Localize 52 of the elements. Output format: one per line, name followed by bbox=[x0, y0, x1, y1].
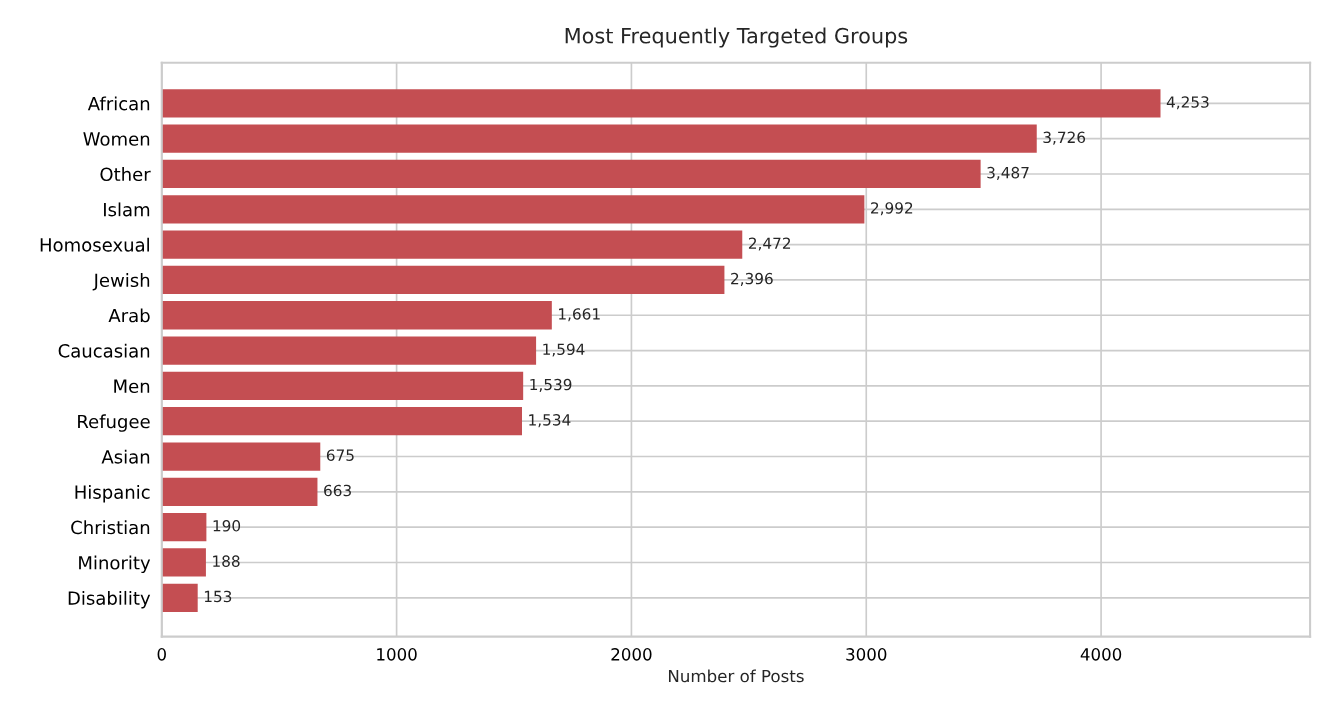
bar bbox=[161, 407, 522, 436]
x-tick-label: 2000 bbox=[611, 648, 652, 661]
bar bbox=[161, 477, 318, 506]
chart-title: Most Frequently Targeted Groups bbox=[565, 27, 908, 48]
data-label: 2,396 bbox=[731, 272, 773, 286]
bar bbox=[161, 159, 981, 189]
y-tick-label: Minority bbox=[79, 555, 151, 574]
data-label: 663 bbox=[324, 484, 351, 497]
x-axis-title: Number of Posts bbox=[668, 669, 804, 683]
y-tick-label: Refugee bbox=[78, 414, 150, 432]
y-tick-label: African bbox=[87, 96, 150, 111]
bar bbox=[161, 548, 206, 577]
bar bbox=[161, 301, 552, 330]
bar bbox=[161, 124, 1037, 153]
data-label: 2,472 bbox=[748, 237, 791, 251]
x-tick-label: 3000 bbox=[846, 648, 887, 661]
data-label: 3,487 bbox=[987, 166, 1029, 180]
bar bbox=[161, 336, 537, 365]
bar bbox=[161, 513, 207, 542]
bar bbox=[161, 442, 321, 471]
y-tick-label: Homosexual bbox=[40, 237, 149, 252]
bar bbox=[161, 583, 198, 612]
data-label: 1,661 bbox=[559, 308, 600, 322]
y-tick-label: Asian bbox=[101, 449, 150, 464]
bar bbox=[161, 195, 865, 224]
y-tick-label: Hispanic bbox=[75, 484, 150, 503]
data-label: 1,594 bbox=[543, 343, 585, 357]
bar bbox=[161, 89, 1161, 118]
x-tick-label: 1000 bbox=[377, 648, 417, 661]
data-label: 4,253 bbox=[1166, 96, 1209, 110]
data-label: 1,534 bbox=[529, 414, 571, 428]
y-tick-label: Women bbox=[83, 132, 150, 146]
y-tick-label: Disability bbox=[68, 590, 151, 609]
data-label: 153 bbox=[204, 590, 232, 603]
x-tick-label: 0 bbox=[157, 648, 166, 661]
y-tick-label: Men bbox=[114, 379, 150, 393]
bar bbox=[161, 265, 725, 295]
data-label: 1,539 bbox=[530, 378, 572, 392]
y-tick-label: Christian bbox=[71, 520, 150, 535]
y-tick-label: Jewish bbox=[92, 273, 150, 291]
x-tick-label: 4000 bbox=[1080, 648, 1122, 661]
y-tick-label: Arab bbox=[108, 308, 150, 323]
data-label: 2,992 bbox=[871, 202, 913, 216]
data-label: 190 bbox=[213, 520, 241, 532]
bar bbox=[161, 230, 743, 259]
y-tick-label: Caucasian bbox=[58, 343, 150, 358]
data-label: 3,726 bbox=[1043, 131, 1086, 145]
y-tick-label: Other bbox=[100, 167, 151, 182]
data-label: 675 bbox=[326, 449, 354, 461]
data-label: 188 bbox=[213, 555, 240, 567]
bar bbox=[161, 371, 524, 401]
y-tick-label: Islam bbox=[104, 202, 150, 217]
